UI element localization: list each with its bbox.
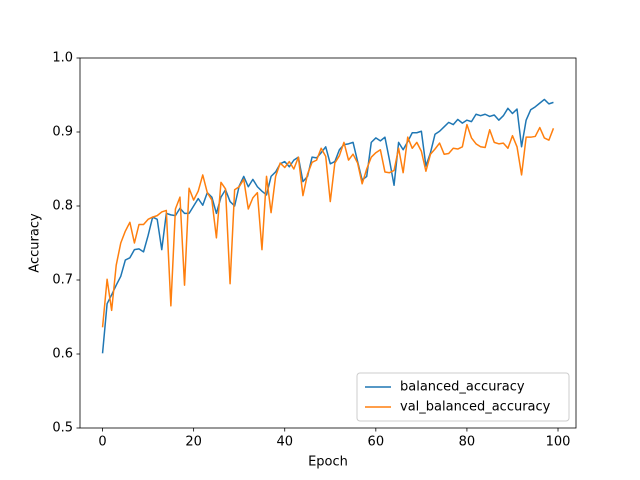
legend-box (356, 372, 570, 422)
y-tick-label: 1.0 (52, 51, 73, 66)
y-tick-label: 0.8 (52, 199, 73, 214)
x-tick-label: 100 (546, 435, 571, 450)
x-tick-label: 20 (185, 435, 202, 450)
y-axis-label: Accuracy (28, 213, 43, 273)
y-tick-label: 0.6 (52, 347, 73, 362)
series-line (101, 98, 554, 354)
axes-frame (79, 57, 577, 429)
x-tick-label: 0 (98, 435, 106, 450)
x-axis-label: Epoch (308, 455, 348, 470)
y-tick-label: 0.7 (52, 273, 73, 288)
y-tick-label: 0.5 (52, 421, 73, 436)
x-tick-label: 40 (276, 435, 293, 450)
x-tick-label: 60 (368, 435, 385, 450)
legend-label: val_balanced_accuracy (400, 400, 551, 415)
x-tick-label: 80 (459, 435, 476, 450)
series-line (101, 123, 555, 328)
y-tick-label: 0.9 (52, 125, 73, 140)
legend-label: balanced_accuracy (400, 380, 525, 395)
